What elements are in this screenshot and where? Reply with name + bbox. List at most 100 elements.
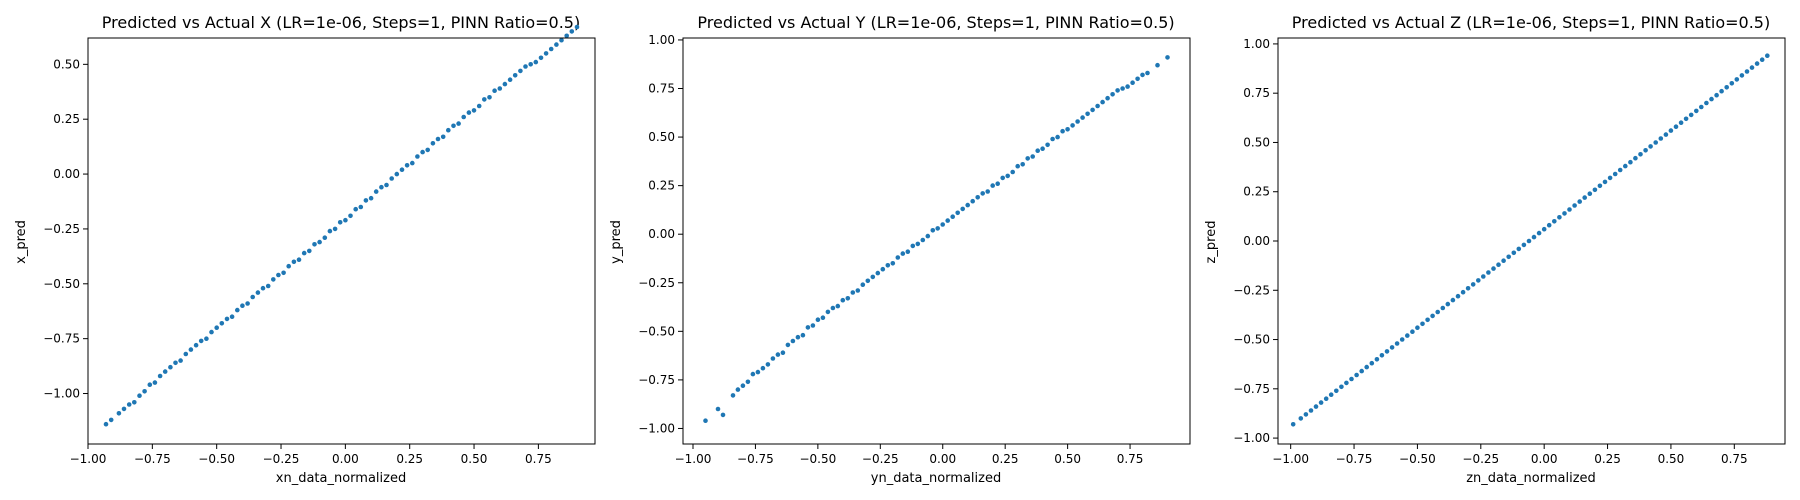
scatter-point: [935, 226, 940, 231]
scatter-point: [950, 214, 955, 219]
scatter-point: [157, 373, 163, 379]
x-tick-label: 0.00: [929, 452, 956, 466]
y-tick-label: 0.25: [648, 179, 675, 193]
scatter-point: [198, 338, 204, 344]
scatter-point: [492, 88, 497, 93]
scatter-point: [1145, 70, 1150, 76]
scatter-point: [985, 189, 990, 194]
scatter-point: [1450, 297, 1456, 303]
y-tick-label: −0.25: [638, 276, 675, 290]
scatter-point: [497, 86, 503, 91]
scatter-point: [1501, 258, 1506, 264]
y-tick-label: 0.25: [1243, 185, 1270, 199]
y-tick-label: 0.75: [1243, 86, 1270, 100]
scatter-point: [1455, 293, 1461, 299]
scatter-point: [265, 283, 271, 289]
scatter-point: [296, 257, 302, 263]
scatter-point: [435, 136, 441, 142]
scatter-point: [1678, 120, 1684, 125]
x-axis-label: zn_data_normalized: [1466, 471, 1596, 486]
y-tick-label: −0.25: [43, 222, 80, 236]
scatter-point: [745, 379, 751, 385]
scatter-point: [1349, 376, 1354, 382]
scatter-point: [281, 270, 286, 276]
y-tick-label: 0.75: [648, 82, 675, 96]
scatter-point: [399, 167, 405, 172]
scatter-point: [183, 351, 189, 357]
scatter-point: [895, 255, 901, 260]
scatter-point: [925, 233, 931, 239]
x-tick-label: −1.00: [70, 452, 107, 466]
scatter-point: [559, 37, 564, 43]
scatter-point: [1045, 142, 1050, 148]
x-tick-label: 0.75: [525, 452, 552, 466]
x-tick-label: 0.25: [992, 452, 1019, 466]
scatter-point: [735, 387, 741, 392]
scatter-point: [975, 195, 980, 200]
scatter-point: [337, 220, 343, 225]
x-tick-label: 0.00: [332, 452, 359, 466]
y-tick-label: 0.50: [648, 130, 675, 144]
scatter-point: [317, 239, 322, 245]
scatter-point: [152, 380, 158, 385]
scatter-point: [995, 181, 1000, 186]
scatter-point: [1155, 62, 1160, 68]
scatter-point: [291, 259, 297, 265]
x-tick-label: −1.00: [1272, 452, 1309, 466]
scatter-point: [1130, 80, 1135, 85]
scatter-point: [1491, 266, 1496, 271]
scatter-point: [410, 160, 415, 166]
scatter-point: [1025, 156, 1030, 161]
scatter-point: [770, 356, 776, 361]
scatter-point: [800, 332, 806, 338]
scatter-point: [960, 206, 965, 212]
scatter-point: [1739, 73, 1745, 78]
scatter-point: [1673, 124, 1679, 129]
scatter-point: [1536, 230, 1542, 236]
axis-ticks: −1.00 −0.75 −0.50 −0.25 0.00 0.25 0.50 0.75 −1.0…: [1233, 37, 1747, 466]
scatter-point: [915, 241, 921, 247]
x-tick-label: 0.25: [396, 452, 423, 466]
scatter-point: [116, 411, 122, 416]
scatter-point: [1445, 301, 1451, 307]
scatter-point: [1005, 173, 1010, 179]
y-axis-label: y_pred: [609, 220, 624, 264]
y-tick-label: 0.00: [53, 167, 80, 181]
x-tick-label: 0.75: [1117, 452, 1144, 466]
scatter-point: [235, 307, 240, 313]
y-tick-label: −0.25: [1233, 283, 1270, 297]
scatter-point: [810, 323, 816, 328]
scatter-point: [755, 369, 761, 375]
scatter-point: [219, 321, 225, 326]
scatter-point: [1688, 112, 1694, 118]
scatter-point: [332, 226, 338, 232]
x-tick-label: −0.75: [737, 452, 774, 466]
scatter-point: [502, 81, 508, 87]
scatter-point: [466, 110, 472, 115]
scatter-point: [471, 108, 477, 113]
scatter-point: [1552, 219, 1557, 224]
x-tick-label: −0.75: [1336, 452, 1373, 466]
scatter-point: [1135, 76, 1140, 82]
scatter-point: [229, 314, 235, 320]
scatter-point: [507, 77, 513, 82]
scatter-point: [368, 195, 374, 201]
x-axis-label: xn_data_normalized: [276, 471, 406, 486]
y-tick-label: 0.00: [1243, 234, 1270, 248]
y-tick-label: 0.50: [1243, 135, 1270, 149]
scatter-point: [1303, 412, 1309, 417]
scatter-point: [1592, 187, 1598, 193]
scatter-point: [1389, 345, 1395, 350]
scatter-point: [162, 369, 168, 374]
scatter-points: [703, 55, 1170, 424]
x-tick-label: 0.75: [1721, 452, 1748, 466]
scatter-point: [512, 73, 518, 78]
scatter-point: [103, 421, 109, 427]
x-axis-label: yn_data_normalized: [871, 471, 1001, 486]
scatter-point: [343, 217, 348, 223]
scatter-point: [1628, 159, 1633, 165]
scatter-point: [1597, 183, 1603, 189]
scatter-point: [1694, 108, 1699, 114]
x-tick-label: −0.25: [1462, 452, 1499, 466]
scatter-point: [910, 243, 916, 249]
